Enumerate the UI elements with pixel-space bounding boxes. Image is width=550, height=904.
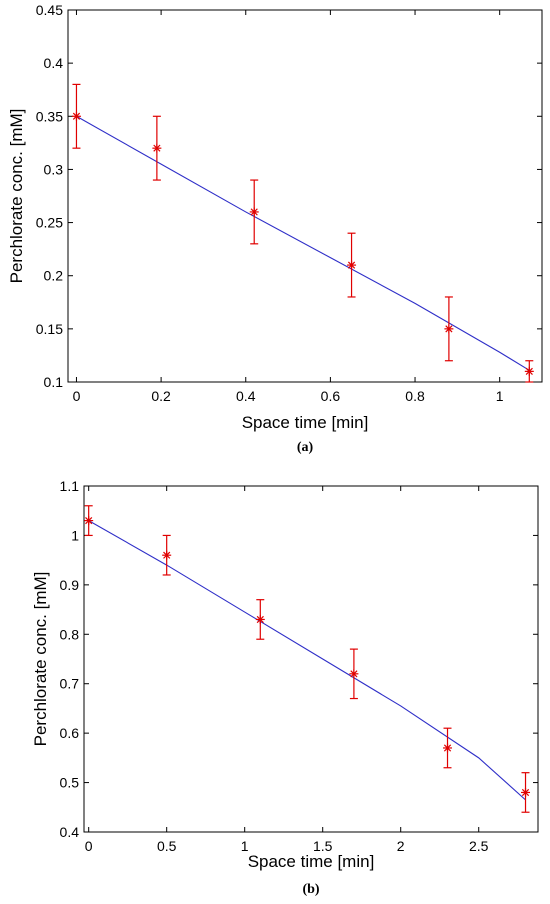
y-tick-label: 0.35 (36, 108, 63, 124)
y-tick-label: 0.8 (60, 626, 80, 642)
data-point-stroke (350, 670, 358, 678)
y-tick-label: 0.6 (60, 725, 80, 741)
y-tick-label: 0.3 (44, 161, 64, 177)
data-point-stroke (72, 112, 81, 120)
data-point (524, 366, 534, 376)
data-point-stroke (521, 788, 530, 797)
x-tick-label: 1.5 (313, 838, 333, 854)
data-point (162, 550, 172, 560)
panel-caption: (b) (302, 882, 319, 897)
plot-frame (83, 485, 539, 833)
x-tick-label: 0.4 (236, 388, 256, 404)
data-point (521, 787, 531, 797)
x-axis-label: Space time [min] (248, 852, 375, 871)
data-point-stroke (347, 261, 356, 269)
x-tick-label: 0.8 (405, 388, 425, 404)
fit-line (88, 520, 526, 801)
data-point-stroke (443, 744, 452, 752)
chart-panel: 0 0.5 1 1.5 2 2.5 0.4 0.5 0.6 0.7 0.8 0.9 1 1.1 Space … (31, 478, 539, 897)
y-tick-label: 0.7 (60, 676, 80, 692)
data-point (443, 743, 453, 753)
x-tick-label: 2 (397, 838, 405, 854)
x-tick-label: 0.5 (157, 838, 177, 854)
data-point (349, 669, 359, 679)
y-tick-label: 0.1 (44, 374, 64, 390)
y-tick-label: 1 (71, 527, 79, 543)
y-tick-label: 1.1 (60, 478, 80, 494)
data-point (84, 516, 94, 526)
x-tick-label: 0.2 (151, 388, 171, 404)
data-point (255, 614, 265, 624)
data-point-stroke (153, 144, 161, 152)
panel-caption: (a) (297, 440, 314, 455)
y-axis-label: Perchlorate conc. [mM] (7, 109, 26, 284)
y-tick-label: 0.5 (60, 775, 80, 791)
x-tick-label: 0 (85, 838, 93, 854)
x-tick-label: 2.5 (469, 838, 489, 854)
y-tick-label: 0.9 (60, 577, 80, 593)
x-tick-label: 1 (496, 388, 504, 404)
y-tick-label: 0.25 (36, 215, 63, 231)
x-tick-label: 0.6 (321, 388, 341, 404)
x-tick-label: 1 (241, 838, 249, 854)
chart-panel: 0 0.2 0.4 0.6 0.8 1 0.1 0.15 0.2 0.25 0.3 0.35 0.4 0.… (7, 2, 543, 455)
y-tick-label: 0.2 (44, 268, 64, 284)
data-point (249, 207, 259, 217)
y-tick-label: 0.4 (44, 55, 64, 71)
data-point (347, 260, 357, 270)
fit-line (76, 115, 530, 371)
data-point (444, 324, 454, 334)
x-tick-label: 0 (73, 388, 81, 404)
x-axis-label: Space time [min] (242, 413, 369, 432)
y-tick-label: 0.4 (60, 824, 80, 840)
data-point-stroke (85, 516, 93, 525)
data-point-stroke (525, 367, 533, 375)
data-point (152, 143, 162, 153)
data-point-stroke (163, 551, 171, 559)
y-tick-label: 0.15 (36, 321, 63, 337)
plot-frame (67, 9, 543, 383)
data-point-stroke (445, 325, 453, 333)
data-point-stroke (256, 615, 264, 624)
data-point-stroke (250, 208, 258, 216)
y-axis-label: Perchlorate conc. [mM] (31, 572, 50, 747)
data-point (71, 111, 81, 121)
y-tick-label: 0.45 (36, 2, 63, 18)
